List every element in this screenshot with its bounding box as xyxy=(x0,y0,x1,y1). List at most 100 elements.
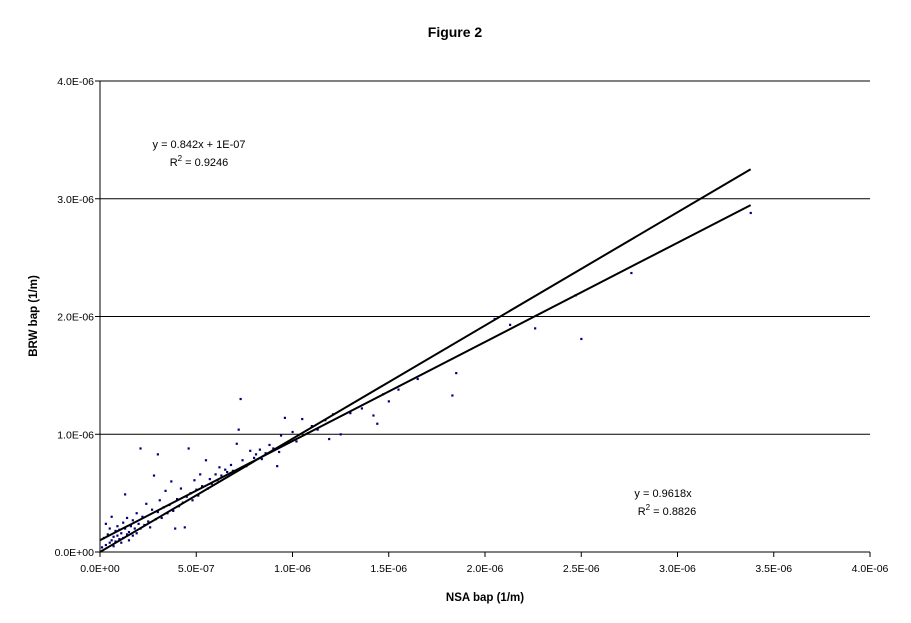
data-point xyxy=(387,400,390,403)
data-point xyxy=(135,512,138,515)
x-tick-label: 3.5E-06 xyxy=(755,563,792,575)
data-point xyxy=(112,545,115,548)
data-point xyxy=(349,412,352,415)
data-point xyxy=(141,515,144,518)
data-point xyxy=(120,532,123,535)
data-point xyxy=(210,482,213,485)
data-point xyxy=(254,453,258,456)
data-point xyxy=(191,499,194,502)
data-point xyxy=(176,498,179,501)
data-point xyxy=(137,522,140,525)
trendline-1 xyxy=(99,204,752,542)
trendlines xyxy=(99,168,752,553)
data-point xyxy=(100,546,104,549)
data-point xyxy=(108,541,111,544)
data-point xyxy=(116,534,119,537)
x-tick-label: 1.5E-06 xyxy=(370,563,407,575)
data-point xyxy=(170,480,173,483)
data-point xyxy=(160,516,163,520)
data-point xyxy=(133,527,136,530)
data-point xyxy=(258,448,261,451)
data-point xyxy=(237,428,240,431)
trendline-2-annotation: y = 0.9618x R2 = 0.8826 xyxy=(634,488,696,518)
data-point xyxy=(204,459,208,462)
data-point xyxy=(124,493,127,496)
data-point xyxy=(127,530,131,534)
data-point xyxy=(199,473,202,476)
data-point xyxy=(229,463,233,467)
data-point xyxy=(291,430,294,434)
data-point xyxy=(156,510,159,514)
data-point xyxy=(125,533,129,536)
data-point xyxy=(276,465,279,468)
data-point xyxy=(125,516,129,520)
data-point xyxy=(339,433,342,436)
data-point xyxy=(360,407,363,410)
chart-title: Figure 2 xyxy=(428,24,483,40)
data-point xyxy=(376,422,379,425)
trendline-1-equation: y = 0.842x + 1E-07 xyxy=(153,139,246,151)
data-point xyxy=(264,452,267,455)
data-point xyxy=(152,474,156,477)
data-point xyxy=(179,487,183,490)
y-tick-label: 4.0E-06 xyxy=(57,76,94,88)
data-point xyxy=(106,533,109,536)
data-point xyxy=(122,521,125,524)
data-point xyxy=(131,534,134,537)
data-point xyxy=(114,540,117,543)
data-point xyxy=(253,456,256,459)
data-point xyxy=(110,515,113,518)
data-point xyxy=(310,425,313,428)
data-point xyxy=(158,499,161,502)
data-point xyxy=(110,539,113,542)
data-point xyxy=(372,414,375,417)
data-point xyxy=(104,522,107,525)
x-tick-label: 4.0E-06 xyxy=(852,563,889,575)
data-point xyxy=(279,434,283,437)
data-point xyxy=(116,525,119,528)
data-point xyxy=(114,529,117,533)
data-point xyxy=(278,450,281,454)
x-tick-label: 2.5E-06 xyxy=(563,563,600,575)
trendline-2 xyxy=(99,168,752,553)
data-point xyxy=(183,526,186,529)
trendline-2-equation: y = 0.9618x xyxy=(634,488,692,500)
data-point xyxy=(164,489,167,492)
data-point xyxy=(214,473,217,476)
y-tick-label: 1.0E-06 xyxy=(57,429,94,441)
data-point xyxy=(127,539,131,542)
data-point xyxy=(139,447,142,450)
x-tick-label: 0.0E+00 xyxy=(80,563,120,575)
data-point xyxy=(147,520,150,523)
data-point xyxy=(301,417,304,421)
data-point xyxy=(235,442,238,445)
data-point xyxy=(268,443,271,447)
y-tick-label: 2.0E-06 xyxy=(57,312,94,324)
data-point xyxy=(455,372,458,375)
data-point xyxy=(509,323,512,326)
data-point xyxy=(131,519,134,522)
gridlines xyxy=(100,80,870,435)
data-point xyxy=(201,485,204,488)
data-point xyxy=(416,377,419,381)
data-point xyxy=(220,474,223,477)
data-point xyxy=(108,527,111,530)
data-point xyxy=(534,327,537,330)
data-point xyxy=(104,543,107,547)
data-point xyxy=(149,526,152,529)
data-point xyxy=(241,459,244,462)
data-point xyxy=(272,447,275,450)
x-tick-label: 3.0E-06 xyxy=(659,563,696,575)
data-point xyxy=(239,397,242,401)
data-point xyxy=(135,532,138,535)
data-point xyxy=(150,508,154,511)
data-point xyxy=(145,502,148,505)
data-point xyxy=(224,468,227,471)
data-point xyxy=(174,527,177,530)
data-point xyxy=(124,527,127,530)
data-point xyxy=(118,538,121,541)
y-axis-label: BRW bap (1/m) xyxy=(28,275,40,357)
data-point xyxy=(185,495,188,498)
data-point xyxy=(187,447,190,450)
